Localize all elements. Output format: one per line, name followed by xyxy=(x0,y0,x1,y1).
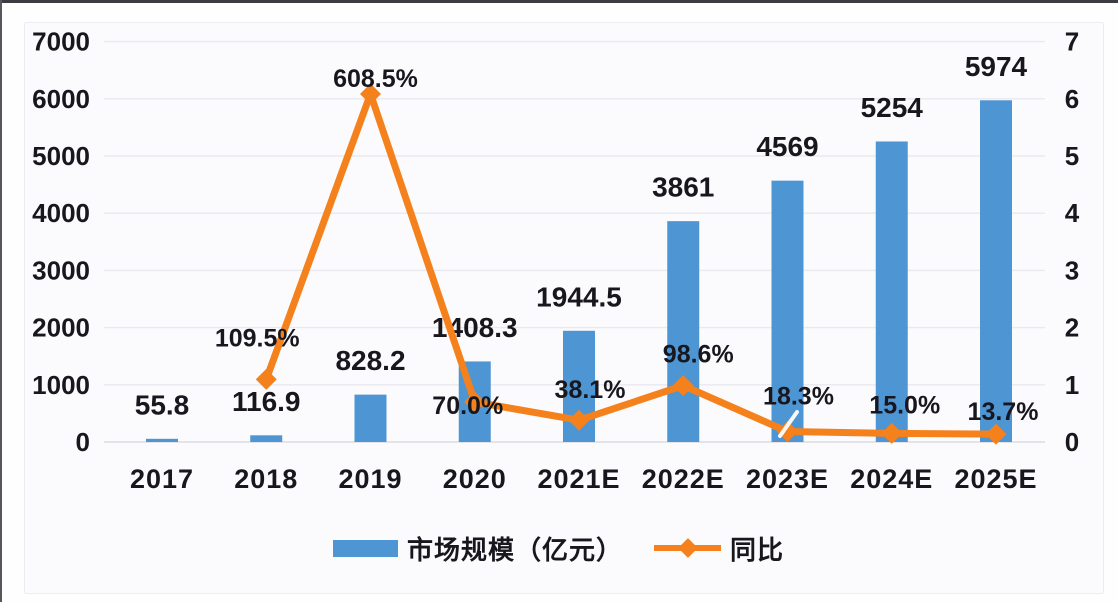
line-marker-2025E xyxy=(985,423,1007,445)
bar-2018 xyxy=(250,435,283,442)
x-tick-label-2020: 2020 xyxy=(443,464,507,494)
bar-2023E xyxy=(771,180,804,442)
right-axis-tick-2: 2 xyxy=(1065,313,1079,343)
right-axis-tick-1: 1 xyxy=(1065,370,1079,400)
line-value-label-2020: 70.0% xyxy=(432,392,503,420)
x-tick-label-2021E: 2021E xyxy=(537,464,620,494)
bar-value-label-2022E: 3861 xyxy=(652,172,714,203)
legend: 市场规模（亿元） 同比 xyxy=(333,535,784,565)
legend-label-yoy: 同比 xyxy=(730,534,785,565)
line-value-label-2024E: 15.0% xyxy=(869,391,940,419)
bar-value-label-2024E: 5254 xyxy=(861,92,924,123)
left-axis-tick-2000: 2000 xyxy=(32,313,90,343)
bar-2017 xyxy=(146,438,178,442)
x-tick-label-2023E: 2023E xyxy=(746,464,829,494)
line-value-label-2019: 608.5% xyxy=(333,65,418,93)
bar-2019 xyxy=(354,394,387,442)
right-axis-tick-6: 6 xyxy=(1065,84,1079,114)
bar-value-label-2025E: 5974 xyxy=(965,51,1028,82)
right-axis-tick-4: 4 xyxy=(1065,198,1080,228)
x-tick-label-2024E: 2024E xyxy=(850,464,933,494)
x-tick-label-2019: 2019 xyxy=(338,464,402,494)
left-axis-tick-4000: 4000 xyxy=(32,198,90,228)
legend-item-yoy: 同比 xyxy=(654,530,784,567)
line-marker-2021E xyxy=(568,409,590,431)
bar-value-label-2017: 55.8 xyxy=(135,389,190,420)
bar-series-swatch xyxy=(333,539,398,557)
line-marker-2022E xyxy=(672,375,694,397)
left-axis-tick-0: 0 xyxy=(76,427,90,457)
left-axis-tick-1000: 1000 xyxy=(32,370,90,400)
right-axis-tick-5: 5 xyxy=(1065,141,1079,171)
bar-value-label-2018: 116.9 xyxy=(232,386,301,417)
line-value-label-2021E: 38.1% xyxy=(555,376,626,404)
line-series-swatch xyxy=(654,538,722,558)
bar-value-label-2023E: 4569 xyxy=(756,131,818,162)
bar-value-label-2021E: 1944.5 xyxy=(536,281,622,312)
x-tick-label-2018: 2018 xyxy=(234,464,298,494)
x-tick-label-2017: 2017 xyxy=(130,464,194,494)
page-left-border xyxy=(0,0,2,602)
legend-label-market-size: 市场规模（亿元） xyxy=(407,534,624,565)
line-value-label-2025E: 13.7% xyxy=(968,398,1039,426)
yoy-trend-line xyxy=(262,90,1000,438)
page-top-border xyxy=(0,0,1118,3)
line-value-label-2018: 109.5% xyxy=(215,324,300,352)
line-marker-2020 xyxy=(464,391,486,413)
right-axis-tick-3: 3 xyxy=(1065,255,1079,285)
chart-card xyxy=(24,22,1104,594)
highlight-slash xyxy=(778,410,799,438)
left-axis-tick-7000: 7000 xyxy=(32,27,90,57)
right-axis-tick-7: 7 xyxy=(1065,27,1079,57)
line-marker-2018 xyxy=(255,368,277,390)
x-tick-label-2022E: 2022E xyxy=(642,464,725,494)
line-marker-2024E xyxy=(881,422,903,444)
bar-value-label-2019: 828.2 xyxy=(335,345,405,376)
left-axis-tick-3000: 3000 xyxy=(32,255,90,285)
left-axis-tick-5000: 5000 xyxy=(32,141,90,171)
bar-2022E xyxy=(667,221,700,442)
line-value-label-2022E: 98.6% xyxy=(663,341,734,369)
legend-item-market-size: 市场规模（亿元） xyxy=(333,530,623,567)
right-axis-tick-0: 0 xyxy=(1065,427,1079,457)
line-marker-2019 xyxy=(360,83,381,105)
line-value-label-2023E: 18.3% xyxy=(763,383,834,411)
diamond-marker-icon xyxy=(677,538,698,558)
line-marker-2023E xyxy=(777,421,798,443)
bar-2025E xyxy=(980,100,1012,442)
left-axis-tick-6000: 6000 xyxy=(32,84,90,114)
x-tick-label-2025E: 2025E xyxy=(954,464,1037,494)
bar-2024E xyxy=(875,141,908,443)
